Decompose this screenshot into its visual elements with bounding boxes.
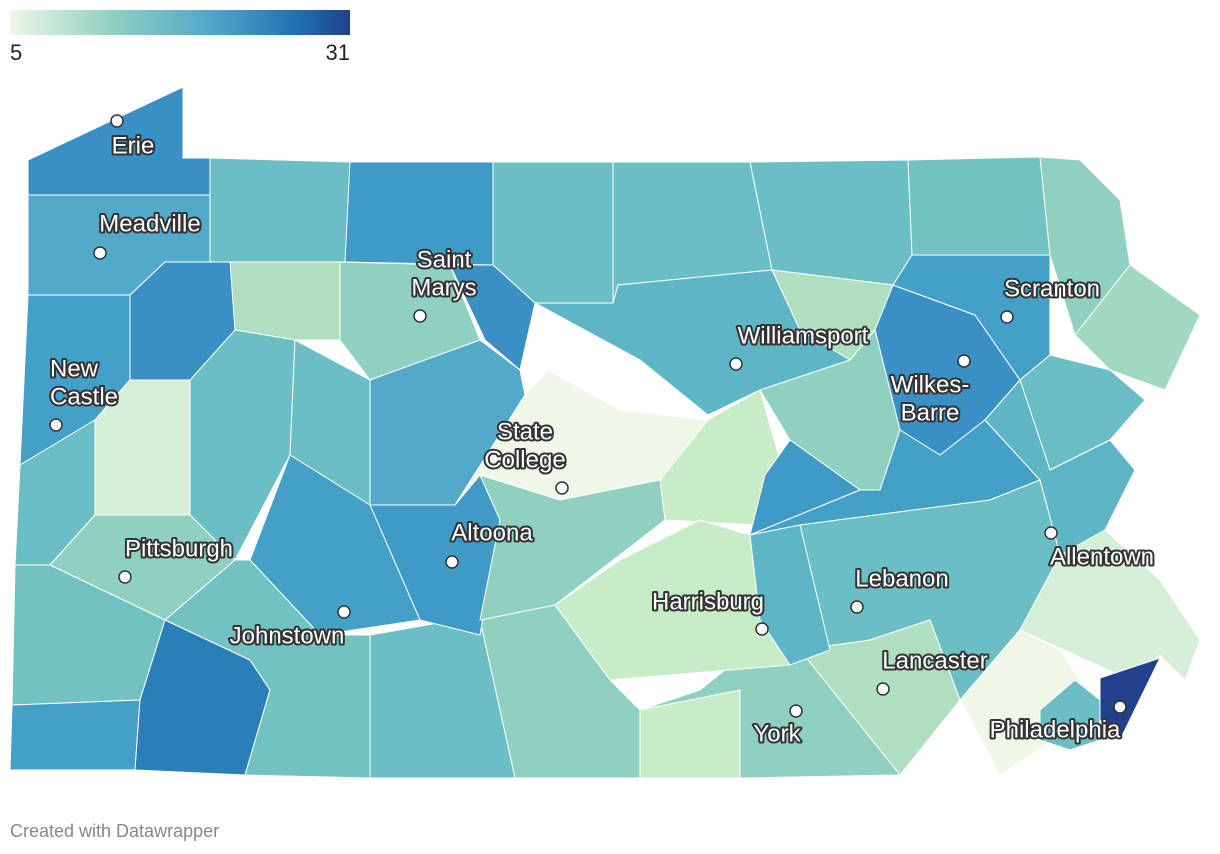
legend-min: 5 [10, 40, 22, 65]
county [749, 524, 831, 666]
county [749, 159, 913, 286]
city-marker [93, 246, 107, 260]
county [479, 474, 666, 621]
legend-max: 31 [326, 40, 350, 65]
county [1074, 264, 1201, 391]
city-label: State [497, 418, 553, 445]
city-label: Marys [411, 274, 476, 301]
city-label: Erie [112, 132, 155, 159]
county [229, 261, 341, 341]
city-marker [337, 605, 351, 619]
county [164, 559, 371, 779]
city-label: Lancaster [882, 647, 987, 674]
counties [9, 86, 1201, 779]
city-label: New [50, 355, 99, 382]
city-label: Barre [901, 399, 960, 426]
city-marker [110, 114, 124, 128]
footer: Created with Datawrapper [10, 821, 219, 841]
city-marker [1044, 526, 1058, 540]
city-label: Harrisburg [652, 588, 764, 615]
city-marker [49, 418, 63, 432]
city-marker [755, 622, 769, 636]
county [1039, 679, 1101, 751]
city-marker [729, 357, 743, 371]
county [639, 689, 741, 779]
city-label: Altoona [451, 519, 533, 546]
city-marker [118, 570, 132, 584]
city-label: Williamsport [738, 322, 869, 349]
city-marker [445, 555, 459, 569]
county [209, 157, 351, 263]
city-label: Allentown [1050, 543, 1154, 570]
city-marker [789, 704, 803, 718]
city-label: Saint [417, 246, 472, 273]
city-marker [957, 354, 971, 368]
city-label: Scranton [1004, 275, 1100, 302]
city-label: Johnstown [230, 622, 345, 649]
city-marker [555, 481, 569, 495]
city-marker [1000, 310, 1014, 324]
city-marker [413, 309, 427, 323]
city-marker [876, 682, 890, 696]
city-label: Lebanon [855, 565, 948, 592]
city-marker [850, 600, 864, 614]
city-label: Meadville [99, 210, 200, 237]
city-label: York [753, 720, 801, 747]
city-marker [1113, 700, 1127, 714]
legend-gradient [10, 10, 350, 35]
county [1099, 657, 1161, 741]
city-label: College [484, 446, 565, 473]
county [449, 264, 536, 371]
city-label: Philadelphia [990, 716, 1121, 743]
city-label: Wilkes- [891, 371, 970, 398]
county [907, 156, 1051, 256]
county [249, 454, 421, 636]
city-label: Pittsburgh [125, 535, 233, 562]
county [9, 699, 141, 771]
city-label: Castle [50, 383, 118, 410]
